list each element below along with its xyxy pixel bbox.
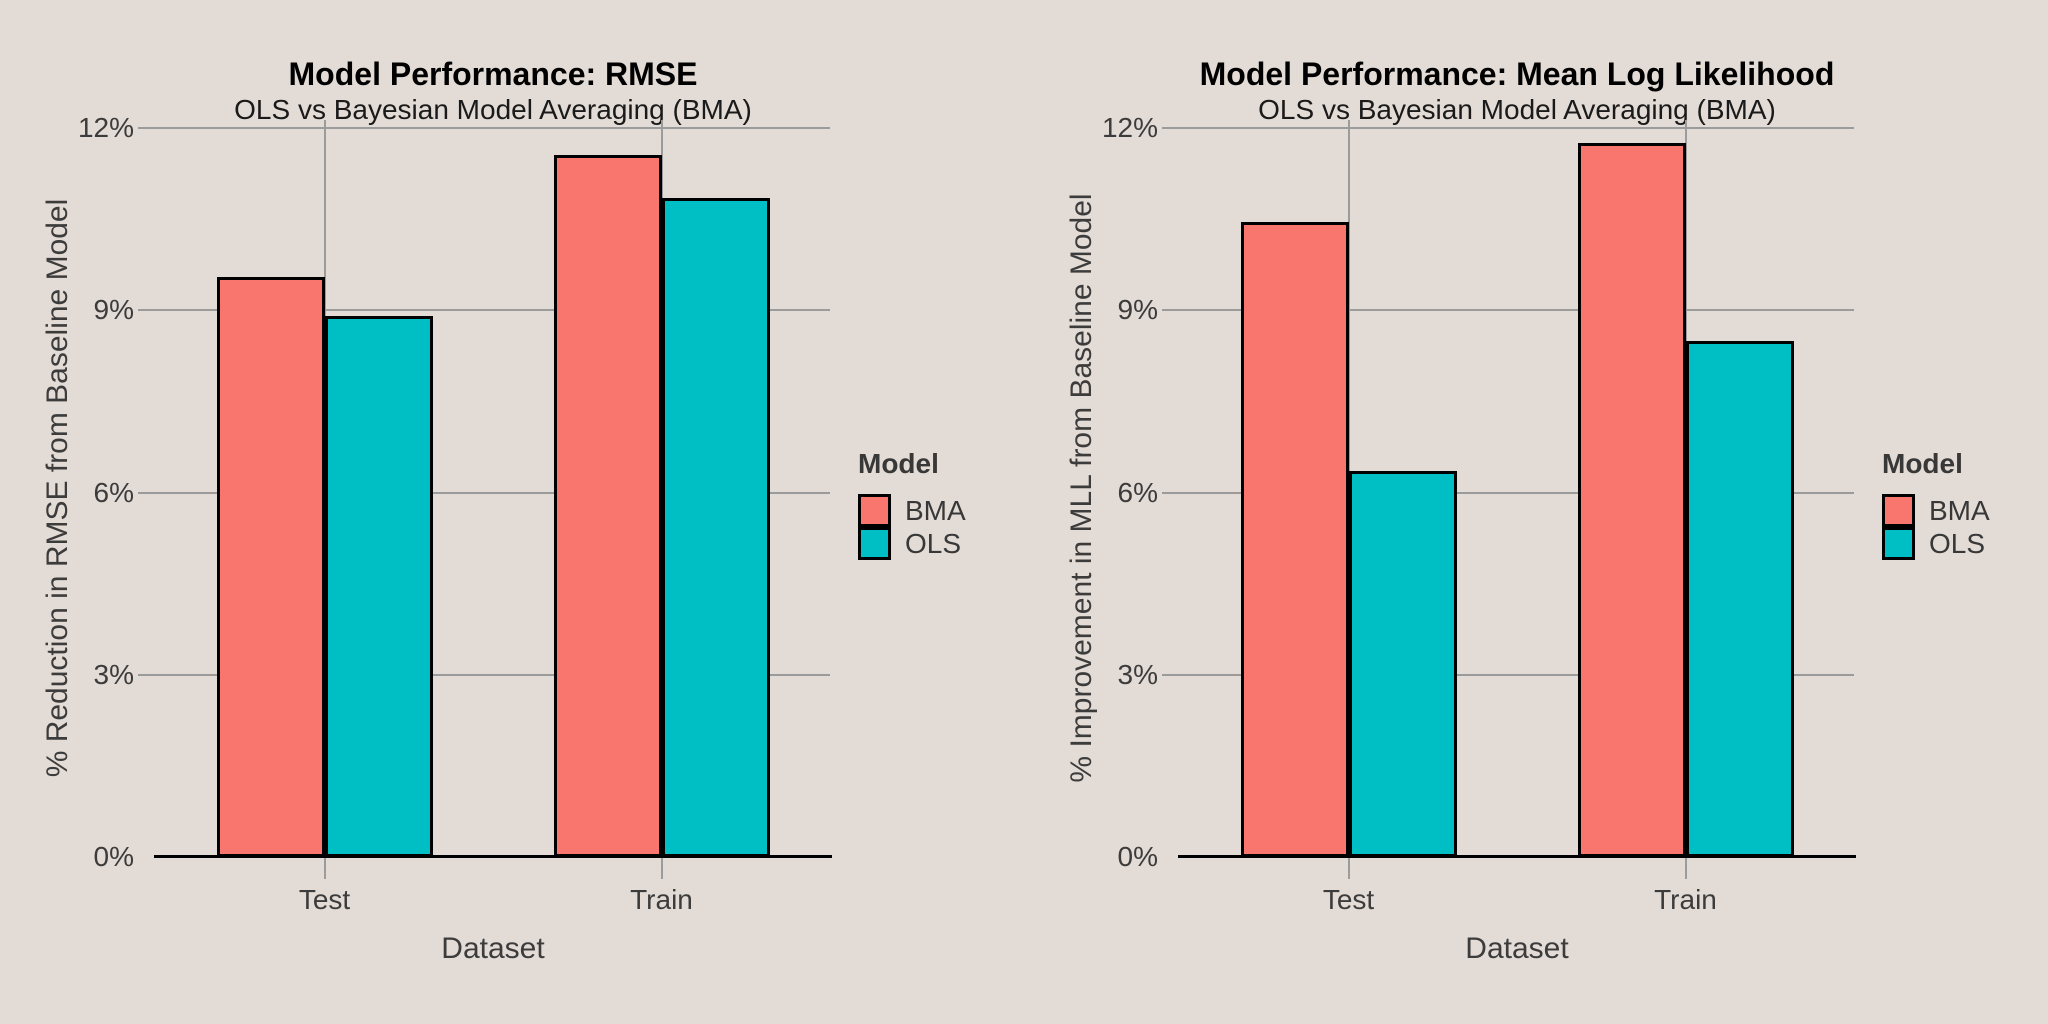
chart-title: Model Performance: RMSE	[288, 56, 698, 92]
bar-bma-train	[553, 155, 662, 857]
legend-swatch-ols	[1882, 527, 1915, 560]
y-tick-label-3%: 3%	[1117, 658, 1158, 690]
y-tick-label-9%: 9%	[93, 294, 134, 326]
legend-label-bma: BMA	[1929, 494, 1990, 526]
x-tick-label-train: Train	[630, 884, 693, 915]
x-axis-label: Dataset	[1465, 932, 1569, 965]
bar-ols-test	[324, 316, 433, 857]
x-tick-test	[323, 857, 326, 879]
legend-swatch-ols	[858, 527, 891, 560]
plot-area	[1162, 120, 1856, 879]
plot-area	[138, 120, 832, 879]
y-tick-label-6%: 6%	[1117, 476, 1158, 508]
x-axis-line	[1178, 855, 1856, 858]
legend-title: Model	[858, 448, 939, 479]
bar-ols-train	[1685, 340, 1794, 857]
x-axis-line	[154, 855, 832, 858]
x-tick-test	[1347, 857, 1350, 879]
x-tick-label-train: Train	[1654, 884, 1717, 915]
gridline-6%	[138, 491, 830, 494]
x-axis-label: Dataset	[441, 932, 545, 965]
x-tick-label-test: Test	[298, 884, 351, 915]
x-tick-label-test: Test	[1322, 884, 1375, 915]
legend-title: Model	[1882, 448, 1963, 479]
legend-item-bma: BMA	[1882, 494, 1990, 527]
chart-subtitle: OLS vs Bayesian Model Averaging (BMA)	[1258, 94, 1776, 125]
y-tick-label-3%: 3%	[93, 658, 134, 690]
y-tick-label-6%: 6%	[93, 476, 134, 508]
y-tick-label-12%: 12%	[77, 112, 134, 143]
bar-bma-train	[1577, 143, 1686, 857]
bar-bma-test	[1240, 222, 1349, 857]
gridline-3%	[1162, 673, 1854, 676]
gridline-9%	[1162, 309, 1854, 312]
chart-subtitle: OLS vs Bayesian Model Averaging (BMA)	[234, 94, 752, 125]
chart-mll: Model Performance: Mean Log Likelihood O…	[1024, 0, 2048, 1024]
gridline-3%	[138, 673, 830, 676]
gridline-12%	[1162, 127, 1854, 129]
legend-swatch-bma	[1882, 494, 1915, 527]
chart-title: Model Performance: Mean Log Likelihood	[1199, 56, 1835, 92]
bar-bma-test	[216, 276, 325, 857]
legend: Model BMA OLS	[858, 448, 966, 560]
legend-item-ols: OLS	[858, 527, 966, 560]
legend-label-bma: BMA	[905, 494, 966, 526]
y-tick-label-0%: 0%	[93, 841, 134, 872]
y-tick-label-0%: 0%	[1117, 841, 1158, 872]
bar-ols-train	[661, 197, 770, 857]
chart-rmse: Model Performance: RMSE OLS vs Bayesian …	[41, 56, 966, 965]
gridline-9%	[138, 309, 830, 312]
x-tick-train	[1684, 857, 1687, 879]
legend-label-ols: OLS	[1929, 527, 1986, 559]
legend-item-bma: BMA	[858, 494, 966, 527]
legend-label-ols: OLS	[905, 527, 962, 559]
legend: Model BMA OLS	[1882, 448, 1990, 560]
y-tick-label-9%: 9%	[1117, 294, 1158, 326]
legend-item-ols: OLS	[1882, 527, 1990, 560]
bar-ols-test	[1348, 471, 1457, 857]
gridline-12%	[138, 127, 830, 129]
gridline-6%	[1162, 491, 1854, 494]
x-tick-train	[660, 857, 663, 879]
y-tick-label-12%: 12%	[1101, 112, 1158, 143]
legend-swatch-bma	[858, 494, 891, 527]
